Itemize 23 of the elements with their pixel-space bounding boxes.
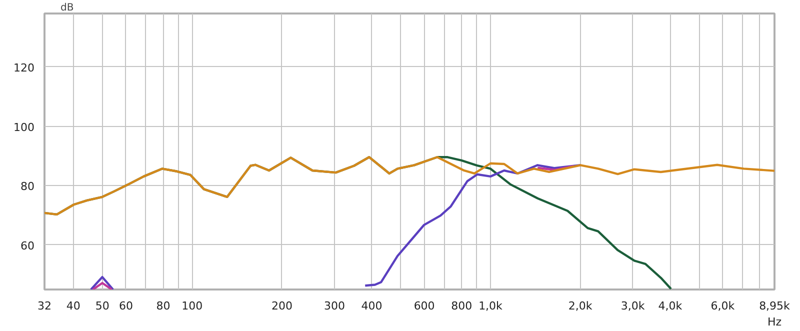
x-tick-label: 2,0k <box>568 300 593 312</box>
y-tick-label: 60 <box>20 239 35 252</box>
x-tick-label: 800 <box>451 300 472 312</box>
x-tick-label: 50 <box>95 300 110 312</box>
x-tick-label: 600 <box>414 300 435 312</box>
x-tick-label: 8,95k <box>759 300 791 312</box>
x-axis-title: Hz <box>767 316 782 328</box>
y-axis-title: dB <box>60 2 74 14</box>
x-tick-label: 300 <box>324 300 346 312</box>
x-tick-label: 3,0k <box>620 300 646 312</box>
x-tick-label: 6,0k <box>710 300 736 312</box>
y-tick-label: 80 <box>20 180 35 194</box>
x-tick-label: 32 <box>38 300 52 312</box>
x-tick-label: 100 <box>182 300 203 312</box>
y-tick-label: 120 <box>14 61 35 74</box>
x-tick-label: 40 <box>66 300 80 312</box>
y-tick-label: 100 <box>14 120 35 134</box>
x-tick-label: 80 <box>156 300 170 312</box>
x-tick-label: 400 <box>361 300 382 312</box>
x-tick-label: 60 <box>118 300 133 312</box>
x-tick-label: 1,0k <box>478 300 504 312</box>
x-tick-label: 200 <box>271 300 292 312</box>
x-tick-label: 4,0k <box>658 300 683 312</box>
